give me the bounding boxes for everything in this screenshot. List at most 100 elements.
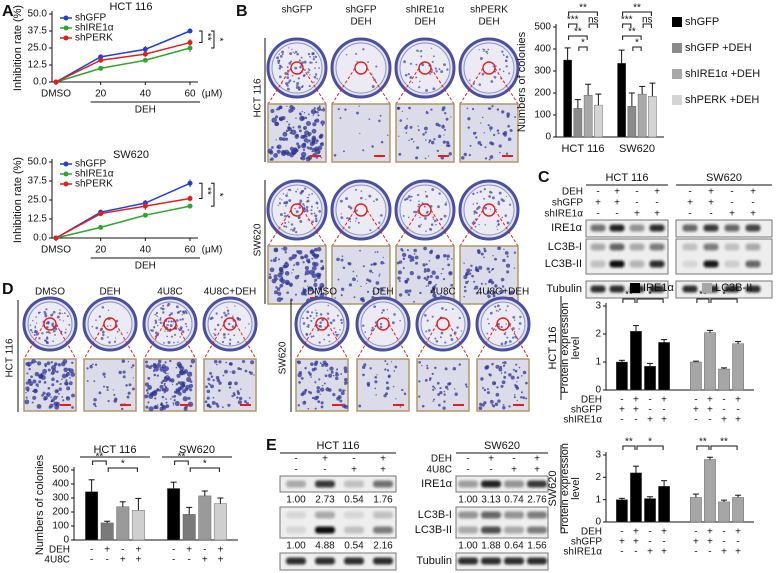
blot-frame [675,280,773,299]
colony-dot [285,225,288,228]
colony-dot [58,393,60,395]
colony-dot [483,132,485,134]
colony-dot [321,285,324,288]
colony-dot [497,132,500,135]
significance-bracket [622,35,642,40]
significance-bracket [199,182,203,199]
colony-dot [483,50,485,52]
colony-dot [319,321,322,324]
colony-dot [306,316,309,320]
significance-label: * [203,459,207,470]
panel-label: D [2,281,14,298]
colony-dot [226,309,230,312]
colony-dot [26,372,29,375]
significance-label: ** [574,27,582,38]
colony-dot [489,373,492,377]
colony-dot [376,374,378,376]
colony-dot [446,68,449,71]
colony-dot [498,308,501,311]
colony-dot [35,316,37,318]
colony-dot [226,306,228,308]
colony-dot [499,151,501,154]
colony-dot [281,53,284,56]
colony-dot [501,216,504,219]
colony-dot [293,264,296,266]
protein-label: LC3B-II [545,258,582,270]
colony-dot [418,395,421,398]
colony-dot [497,200,500,204]
colony-dot [475,136,478,139]
dish-inner [360,301,406,347]
colony-dot [447,388,449,391]
colony-dot [337,395,342,400]
colony-dot [440,331,444,335]
y-tick-label: 100 [52,521,69,532]
significance-bracket [211,182,215,207]
colony-dot [303,207,306,211]
colony-dot [311,252,316,257]
colony-dot [163,342,165,344]
colony-dot [181,314,184,316]
colony-dot [436,149,439,153]
colony-dot [233,334,236,337]
colony-dot [45,331,48,334]
culture-dish [330,37,392,99]
colony-dot [318,105,321,107]
zoom-frame [459,103,519,163]
colony-dot [393,370,396,372]
colony-dot [288,123,291,126]
bar [182,514,196,541]
colony-dot [360,285,362,287]
colony-dot [320,108,323,111]
colony-dot [172,402,175,405]
colony-dot [303,125,308,130]
colony-dot [311,147,317,153]
colony-dot [281,248,283,250]
condition-sign: - [294,465,297,476]
colony-dot [125,384,128,387]
y-tick-label: 300 [534,66,551,77]
colony-dot [420,223,422,226]
colony-dot [525,397,528,400]
colony-dot [206,389,211,394]
band-ratio: 1.76 [373,495,393,506]
colony-dot [311,265,317,271]
row-label: SW620 [278,341,289,374]
condition-sign: - [736,405,739,416]
colony-dot [177,341,179,343]
colony-dot [394,365,398,369]
colony-dot [153,366,159,372]
colony-dot [276,287,281,291]
colony-dot [304,254,309,259]
bar [573,108,583,138]
colony-dot [380,261,384,265]
colony-dot [426,319,429,322]
colony-dot [166,330,169,332]
colony-dot [319,393,321,396]
colony-dot [214,328,217,331]
colony-dot [425,285,428,287]
colony-dot [489,399,494,404]
colony-dot [147,376,151,380]
colony-dot [472,203,475,205]
y-tick-label: 37.5 [28,176,48,187]
colony-dot [303,137,309,143]
x-category-label: HCT 116 [561,143,604,155]
significance-bracket [189,467,220,472]
colony-dot [519,396,523,399]
condition-sign: + [633,395,639,406]
zoom-line [331,209,356,247]
colony-dot [283,262,290,268]
legend-marker [63,161,69,167]
colony-dot [480,122,482,124]
bar [690,497,702,523]
blot-band [373,526,393,534]
colony-dot [398,260,403,264]
condition-sign: + [708,198,714,209]
colony-dot [522,370,527,375]
colony-dot [327,304,329,307]
bar [167,488,181,541]
colony-dot [487,294,491,298]
colony-dot [504,371,507,374]
colony-dot [387,134,389,136]
